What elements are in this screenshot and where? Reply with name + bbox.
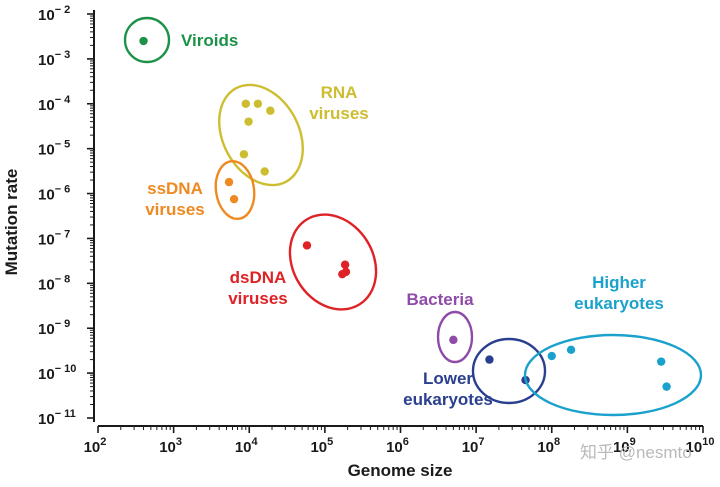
x-tick-label: 105 (310, 436, 333, 456)
y-tick-label: 10− 8 (38, 273, 70, 293)
y-tick-label: 10− 7 (38, 228, 70, 248)
group-label-rna-viruses: RNA viruses (309, 83, 369, 123)
data-point-ssdna-viruses (229, 194, 239, 204)
data-point-rna-viruses (260, 167, 269, 176)
data-point-lower-eukaryotes (485, 355, 494, 364)
x-axis-title: Genome size (348, 461, 453, 480)
watermark: 知乎 @nesmto (580, 443, 692, 462)
group-lower-eukaryotes: Lower eukaryotes (403, 337, 547, 409)
data-point-rna-viruses (244, 117, 253, 126)
data-point-dsdna-viruses (338, 269, 347, 279)
group-higher-eukaryotes: Higher eukaryotes (523, 273, 703, 417)
group-label-lower-eukaryotes: Lower eukaryotes (403, 369, 493, 409)
x-tick-label: 106 (386, 436, 409, 456)
y-tick-label: 10− 4 (38, 94, 71, 114)
group-label-higher-eukaryotes: Higher eukaryotes (574, 273, 664, 313)
group-outline-bacteria (436, 310, 474, 364)
group-bacteria: Bacteria (406, 290, 474, 364)
data-groups: Viroids RNA viruses ssDNA viruses dsDNA viruse… (123, 16, 703, 417)
x-tick-label: 102 (84, 436, 107, 456)
axes: 102 103 104 105 106 107 108 109 1010 10− 2 10− 3 10… (38, 4, 714, 456)
x-tick-label: 109 (613, 436, 636, 456)
group-outline-dsdna-viruses (288, 213, 378, 311)
y-tick-label: 10− 5 (38, 139, 70, 159)
x-tick-label: 103 (159, 436, 182, 456)
y-tick-label: 10− 9 (38, 318, 70, 338)
x-tick-label: 104 (235, 436, 259, 456)
y-tick-label: 10− 2 (38, 4, 70, 24)
group-label-ssdna-viruses: ssDNA viruses (145, 179, 205, 219)
group-rna-viruses: RNA viruses (218, 83, 369, 187)
group-dsdna-viruses: dsDNA viruses (228, 213, 378, 311)
x-tick-label: 108 (537, 436, 560, 456)
data-point-rna-viruses (266, 106, 275, 115)
data-point-rna-viruses (253, 99, 263, 108)
y-tick-label: 10− 6 (38, 184, 70, 204)
group-ssdna-viruses: ssDNA viruses (145, 159, 256, 221)
data-point-higher-eukaryotes (662, 382, 671, 391)
y-tick-label: 10− 11 (38, 408, 76, 428)
y-axis-title: Mutation rate (2, 169, 21, 276)
group-label-viroids: Viroids (181, 31, 238, 50)
group-outline-lower-eukaryotes (471, 337, 547, 405)
x-tick-label: 107 (462, 436, 485, 456)
data-point-rna-viruses (239, 150, 249, 159)
y-tick-label: 10− 3 (38, 49, 70, 69)
data-point-higher-eukaryotes (547, 351, 556, 361)
y-tick-label: 10− 10 (38, 363, 76, 383)
group-viroids: Viroids (123, 16, 238, 64)
x-tick-label: 1010 (686, 436, 715, 456)
group-outline-higher-eukaryotes (523, 333, 703, 417)
group-outline-viroids (123, 16, 171, 64)
data-point-higher-eukaryotes (566, 345, 576, 355)
data-point-viroids (139, 36, 148, 46)
data-point-dsdna-viruses (302, 241, 312, 250)
data-point-bacteria (449, 335, 458, 345)
data-point-dsdna-viruses (340, 260, 350, 269)
group-outline-rna-viruses (218, 83, 304, 187)
data-point-rna-viruses (241, 99, 250, 108)
data-point-higher-eukaryotes (656, 357, 666, 366)
group-label-dsdna-viruses: dsDNA viruses (228, 268, 288, 308)
group-label-bacteria: Bacteria (406, 290, 474, 309)
data-point-ssdna-viruses (224, 177, 234, 187)
group-outline-ssdna-viruses (214, 159, 256, 221)
